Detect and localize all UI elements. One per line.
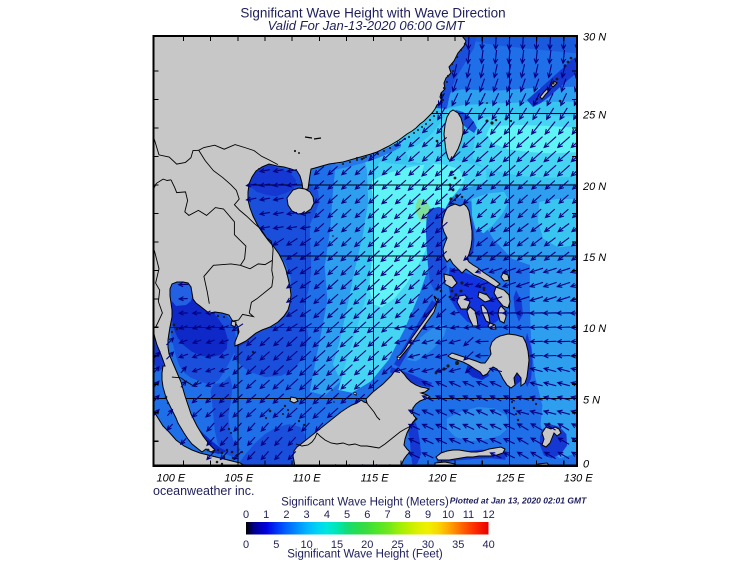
svg-text:7: 7 [384,509,390,521]
svg-text:105 E: 105 E [224,473,253,485]
svg-text:10 N: 10 N [583,323,606,335]
svg-text:100 E: 100 E [157,473,186,485]
svg-text:35: 35 [452,539,464,551]
svg-text:120 E: 120 E [428,473,457,485]
svg-text:0: 0 [243,539,249,551]
svg-text:5: 5 [344,509,350,521]
svg-text:6: 6 [364,509,370,521]
svg-text:30 N: 30 N [583,32,606,44]
svg-text:40: 40 [482,539,494,551]
svg-text:115 E: 115 E [361,473,390,485]
svg-text:2: 2 [283,509,289,521]
svg-text:1: 1 [263,509,269,521]
svg-text:10: 10 [442,509,454,521]
svg-text:3: 3 [304,509,310,521]
svg-text:0: 0 [243,509,249,521]
svg-text:110 E: 110 E [293,473,322,485]
svg-text:5: 5 [273,539,279,551]
svg-text:Significant Wave Height (Meter: Significant Wave Height (Meters) [281,497,449,509]
svg-text:125 E: 125 E [496,473,525,485]
svg-text:8: 8 [405,509,411,521]
svg-text:Significant Wave Height (Feet): Significant Wave Height (Feet) [287,549,443,561]
svg-text:oceanweather inc.: oceanweather inc. [153,484,254,498]
svg-text:9: 9 [425,509,431,521]
svg-text:15 N: 15 N [583,252,606,264]
svg-text:15: 15 [331,539,343,551]
svg-text:20: 20 [361,539,373,551]
svg-text:20 N: 20 N [582,181,606,193]
svg-text:5 N: 5 N [583,395,600,407]
svg-text:4: 4 [324,509,330,521]
svg-text:12: 12 [482,509,494,521]
svg-text:25 N: 25 N [582,110,606,122]
svg-text:Plotted at Jan 13, 2020 02:01: Plotted at Jan 13, 2020 02:01 GMT [450,496,587,506]
svg-text:25: 25 [391,539,403,551]
svg-text:10: 10 [300,539,312,551]
svg-text:30: 30 [422,539,434,551]
svg-text:Valid For Jan-13-2020 06:00 GM: Valid For Jan-13-2020 06:00 GMT [268,18,466,33]
svg-text:0: 0 [583,459,590,471]
svg-text:Significant Wave Height with W: Significant Wave Height with Wave Direct… [240,6,505,21]
svg-text:130 E: 130 E [564,473,593,485]
svg-text:11: 11 [463,509,474,521]
